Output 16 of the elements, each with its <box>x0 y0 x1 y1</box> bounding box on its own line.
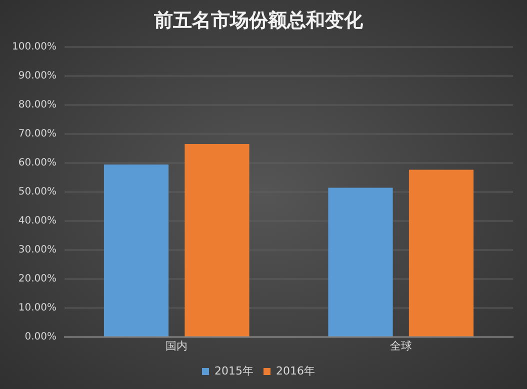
legend-label: 2015年 <box>214 364 254 378</box>
y-tick-label: 10.00% <box>18 302 56 314</box>
y-tick-label: 100.00% <box>12 41 56 52</box>
y-tick-label: 70.00% <box>18 128 56 140</box>
y-tick-label: 50.00% <box>18 186 56 198</box>
y-tick-label: 80.00% <box>18 99 56 110</box>
y-tick-label: 90.00% <box>18 70 56 82</box>
y-tick-label: 20.00% <box>18 273 56 284</box>
y-tick-label: 40.00% <box>18 215 56 226</box>
x-tick-label: 全球 <box>390 339 412 352</box>
y-tick-label: 0.00% <box>24 331 56 342</box>
y-tick-label: 30.00% <box>18 244 56 256</box>
chart-title: 前五名市场份额总和变化 <box>153 9 364 32</box>
y-tick-label: 60.00% <box>18 157 56 168</box>
x-tick-label: 国内 <box>166 339 188 352</box>
legend-label: 2016年 <box>276 364 315 378</box>
